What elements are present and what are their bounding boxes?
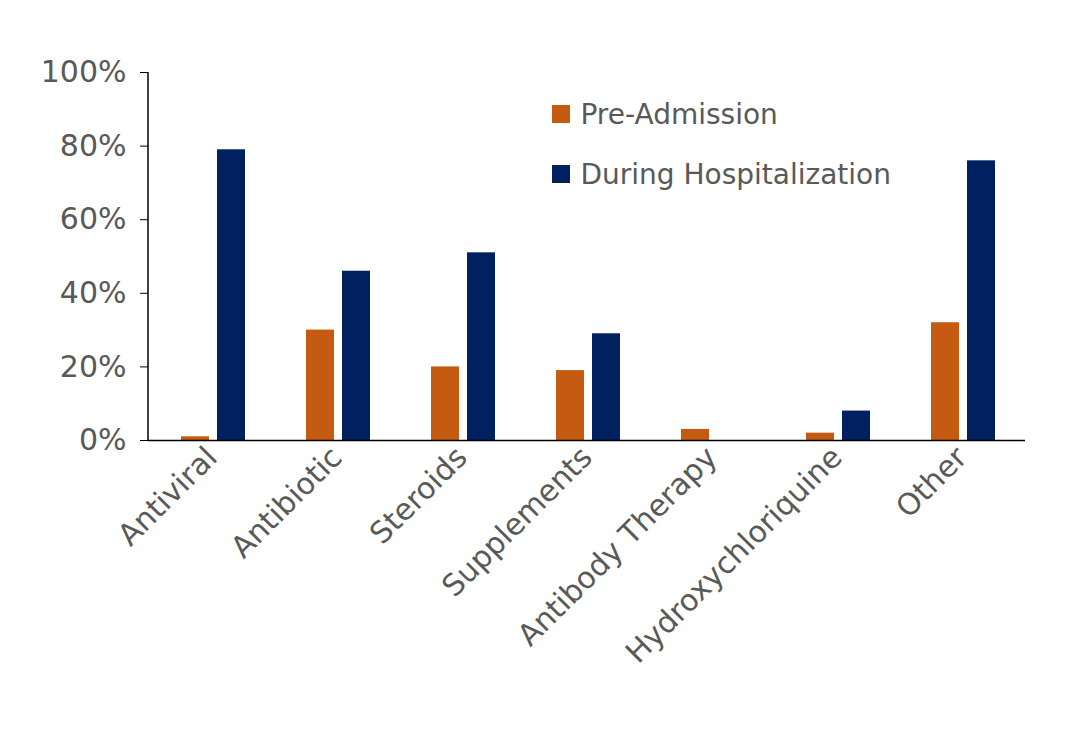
svg-text:Antiviral: Antiviral: [111, 439, 224, 552]
svg-text:0%: 0%: [79, 422, 127, 457]
svg-text:Antibody Therapy: Antibody Therapy: [510, 439, 724, 653]
svg-text:Antibiotic: Antibiotic: [224, 439, 349, 564]
svg-text:Steroids: Steroids: [363, 439, 474, 550]
svg-text:Hydroxychloriquine: Hydroxychloriquine: [618, 439, 848, 669]
svg-text:Supplements: Supplements: [434, 439, 599, 604]
svg-text:20%: 20%: [60, 349, 127, 384]
svg-text:80%: 80%: [60, 128, 127, 163]
svg-text:60%: 60%: [60, 201, 127, 236]
svg-text:40%: 40%: [60, 275, 127, 310]
svg-text:100%: 100%: [41, 54, 127, 89]
html-text:Pre-Admission: Pre-Admission: [580, 97, 778, 131]
svg-text:Other: Other: [889, 439, 974, 524]
html-text:During Hospitalization: During Hospitalization: [580, 157, 891, 191]
